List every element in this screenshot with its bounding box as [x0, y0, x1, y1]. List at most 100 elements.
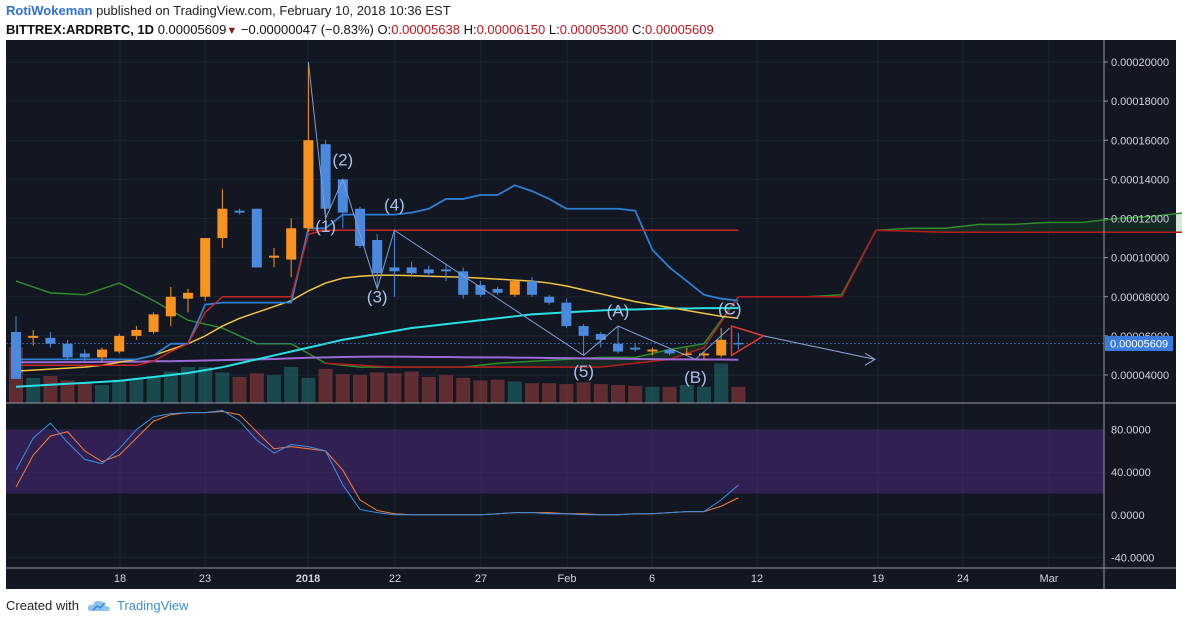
red-triangle	[730, 325, 766, 357]
tradingview-cloud-icon	[87, 600, 110, 611]
volume-bar	[232, 376, 247, 403]
candle-up	[148, 314, 159, 332]
candle-up	[269, 255, 279, 258]
volume-bar	[507, 381, 522, 403]
close-value: 0.00005609	[645, 22, 714, 37]
wave-label: (1)	[315, 217, 336, 236]
volume-bar	[60, 380, 75, 403]
candle-down	[630, 347, 641, 350]
low-label: L:	[548, 22, 560, 37]
open-label: O:	[377, 22, 392, 37]
volume-bar	[559, 384, 574, 403]
high-label: H:	[463, 22, 477, 37]
volume-bar	[43, 376, 58, 403]
volume-bar	[249, 373, 264, 403]
volume-bar	[95, 385, 109, 403]
volume-bar	[714, 363, 729, 403]
volume-bar	[267, 375, 281, 403]
volume-bar	[353, 375, 367, 403]
ichimoku-cloud	[325, 213, 1182, 368]
close-label: C:	[632, 22, 646, 37]
time-tick-label: Mar	[1040, 573, 1059, 585]
time-tick-label: 23	[199, 573, 211, 585]
stochastic-tick-label: 0.0000	[1111, 510, 1145, 522]
wave-label: (3)	[367, 288, 388, 307]
volume-bar	[163, 371, 178, 403]
volume-bar	[697, 386, 711, 403]
price-tick-label: 0.00012000	[1111, 214, 1169, 226]
volume-bar	[215, 372, 230, 403]
candle-down	[527, 281, 537, 295]
author-link[interactable]: RotiWokeman	[6, 3, 93, 18]
candle-up	[286, 228, 297, 260]
ohlc-line: BITTREX:ARDRBTC, 1D 0.00005609▼ −0.00000…	[6, 22, 714, 37]
volume-bar	[112, 379, 127, 403]
volume-bar	[490, 379, 505, 403]
published-text: published on TradingView.com, February 1…	[96, 3, 451, 18]
time-tick-label: 12	[751, 573, 763, 585]
projection-arrow-head	[864, 352, 876, 366]
ma-cyan-line	[15, 307, 739, 388]
candle-down	[251, 208, 262, 268]
volume-bar	[318, 368, 333, 403]
volume-bar	[370, 372, 385, 403]
volume-bar	[146, 376, 161, 403]
wave-label: (5)	[573, 362, 594, 381]
time-tick-label: 24	[957, 573, 969, 585]
candle-up	[303, 140, 314, 229]
kijun-blue-line	[16, 184, 739, 361]
volume-bar	[387, 373, 402, 403]
price-tick-label: 0.00014000	[1111, 174, 1169, 186]
down-triangle-icon: ▼	[226, 25, 238, 37]
volume-bar	[77, 383, 92, 403]
elliott-wave: (1) (2) (3) (4) (5) (A) (B) (C)	[307, 61, 876, 387]
candle-down	[355, 208, 365, 246]
candle-down	[664, 349, 675, 354]
low-value: 0.00005300	[559, 22, 629, 37]
time-axis[interactable]: 18 23 2018 22 27 Feb 6 12 19 24 Mar	[114, 573, 1059, 585]
candle-up	[699, 353, 709, 356]
last-price: 0.00005609	[157, 22, 227, 37]
stochastic-tick-label: 80.0000	[1111, 425, 1151, 437]
trading-chart[interactable]: (1)(2)(3)(4)(5)(A)(B)(C) 0.000200000.000…	[0, 40, 1182, 592]
stochastic-band	[6, 429, 1104, 494]
candle-down	[406, 267, 417, 274]
volume-bar	[542, 383, 557, 403]
symbol-label: BITTREX:ARDRBTC, 1D	[6, 22, 155, 37]
volume-bar	[593, 384, 608, 403]
candle-down	[578, 326, 589, 336]
candle-down	[372, 240, 383, 274]
volume-bar	[576, 382, 591, 403]
candle-down	[733, 342, 744, 345]
tradingview-link[interactable]: TradingView	[116, 598, 189, 613]
price-change: −0.00000047 (−0.83%)	[240, 22, 374, 37]
time-tick-label: Feb	[558, 573, 577, 585]
candle-down	[492, 288, 503, 293]
candle-down	[475, 285, 486, 295]
candle-down	[234, 210, 245, 213]
candle-down	[441, 269, 451, 272]
volume-bar	[731, 386, 746, 403]
candle-down	[45, 337, 56, 344]
candle-up	[716, 339, 727, 356]
created-with-text: Created with	[6, 598, 79, 613]
candle-down	[561, 302, 572, 327]
candles	[11, 62, 744, 379]
candle-down	[79, 353, 90, 358]
volume-bar	[473, 380, 488, 403]
time-tick-label: 2018	[296, 573, 320, 585]
candle-down	[544, 296, 555, 303]
candle-up	[681, 353, 692, 355]
volume-bar	[611, 385, 625, 403]
candle-down	[320, 144, 331, 209]
projection-arrow-line	[763, 335, 876, 360]
time-tick-label: 27	[475, 573, 487, 585]
candle-down	[11, 331, 21, 379]
wave-path	[307, 61, 731, 360]
candle-up	[97, 349, 107, 358]
stochastic-tick-label: 40.0000	[1111, 467, 1151, 479]
high-value: 0.00006150	[476, 22, 546, 37]
volume-bar	[679, 385, 694, 403]
price-axis[interactable]: 0.00020000 0.00018000 0.00016000 0.00014000…	[1104, 57, 1169, 382]
candle-up	[183, 292, 193, 299]
